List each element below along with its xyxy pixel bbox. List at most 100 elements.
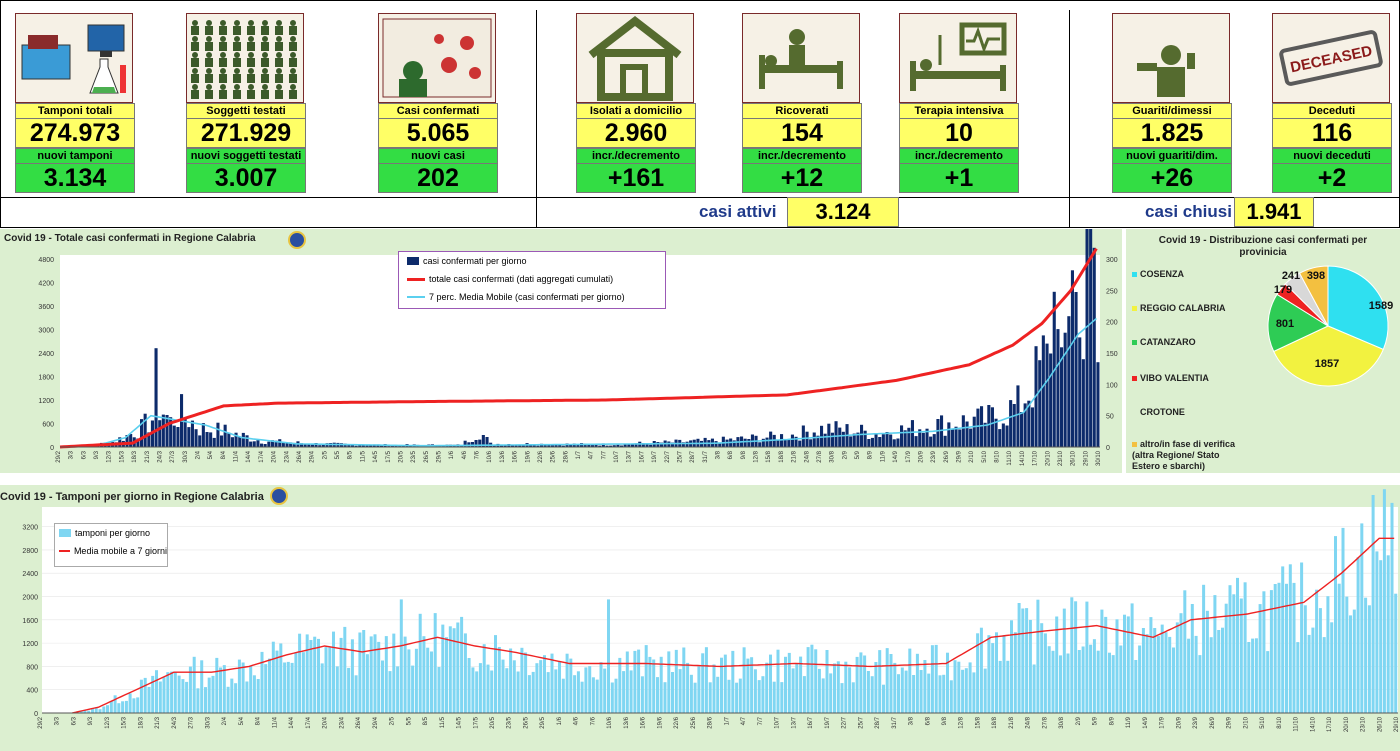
x-tick-label: 5/5 bbox=[406, 716, 412, 725]
daily-cases-bar bbox=[252, 441, 256, 447]
y-tick-label: 2400 bbox=[38, 351, 54, 358]
x-tick-label: 6/3 bbox=[71, 716, 77, 725]
x-tick-label: 26/10 bbox=[1071, 450, 1077, 466]
daily-tests-bar bbox=[663, 682, 667, 713]
x-tick-label: 3/8 bbox=[716, 450, 722, 459]
y-tick-label: 400 bbox=[26, 688, 38, 695]
daily-cases-bar bbox=[583, 443, 587, 447]
daily-tests-bar bbox=[478, 663, 482, 713]
x-tick-label: 25/7 bbox=[677, 450, 683, 462]
pie-legend-item: altro/in fase di verifica (altra Regione… bbox=[1132, 439, 1250, 472]
pie-legend-item: COSENZA bbox=[1132, 269, 1250, 280]
daily-cases-bar bbox=[900, 425, 904, 447]
daily-tests-bar bbox=[607, 599, 611, 713]
x-tick-label: 18/8 bbox=[992, 716, 998, 728]
x-tick-label: 26/10 bbox=[1377, 716, 1383, 732]
daily-cases-bar bbox=[1027, 400, 1031, 447]
daily-tests-bar bbox=[780, 682, 784, 713]
x-tick-label: 7/6 bbox=[475, 450, 481, 459]
daily-cases-bar bbox=[1005, 425, 1009, 447]
daily-cases-bar bbox=[274, 440, 278, 447]
daily-cases-bar bbox=[1001, 423, 1005, 447]
daily-tests-bar bbox=[1288, 564, 1292, 713]
daily-tests-bar bbox=[1232, 594, 1236, 713]
pie-value-label: 241 bbox=[1282, 270, 1300, 282]
daily-tests-bar bbox=[196, 688, 200, 713]
x-tick-label: 4/7 bbox=[589, 450, 595, 459]
daily-cases-bar bbox=[765, 437, 769, 447]
daily-tests-bar bbox=[520, 647, 524, 713]
daily-tests-bar bbox=[772, 681, 776, 713]
daily-cases-bar bbox=[1070, 270, 1074, 447]
daily-tests-bar bbox=[791, 668, 795, 713]
daily-tests-bar bbox=[139, 679, 143, 713]
daily-tests-bar bbox=[535, 663, 539, 713]
x-tick-label: 3/3 bbox=[55, 716, 61, 725]
daily-tests-bar bbox=[1198, 655, 1202, 713]
legend-swatch bbox=[1132, 340, 1137, 345]
daily-tests-bar bbox=[94, 707, 98, 713]
daily-tests-bar bbox=[897, 674, 901, 713]
daily-tests-bar bbox=[689, 674, 693, 713]
pie-value-label: 179 bbox=[1274, 284, 1292, 296]
daily-tests-bar bbox=[671, 672, 675, 713]
daily-cases-bar bbox=[616, 444, 620, 447]
daily-tests-bar bbox=[825, 650, 829, 713]
daily-tests-bar bbox=[595, 679, 599, 713]
daily-cases-bar bbox=[769, 431, 773, 447]
daily-tests-bar bbox=[252, 675, 256, 713]
daily-cases-bar bbox=[994, 418, 998, 447]
daily-cases-bar bbox=[223, 424, 227, 447]
x-tick-label: 12/3 bbox=[107, 450, 113, 462]
daily-cases-bar bbox=[925, 428, 929, 447]
y2-tick-label: 50 bbox=[1106, 414, 1114, 421]
x-tick-label: 24/3 bbox=[157, 450, 163, 462]
daily-tests-bar bbox=[505, 668, 509, 713]
x-tick-label: 20/9 bbox=[918, 450, 924, 462]
daily-tests-bar bbox=[893, 662, 897, 713]
daily-cases-bar bbox=[190, 420, 194, 447]
x-tick-label: 14/4 bbox=[289, 716, 295, 728]
daily-tests-bar bbox=[629, 670, 633, 713]
daily-tests-bar bbox=[1394, 593, 1398, 713]
daily-cases-bar bbox=[474, 440, 478, 447]
x-tick-label: 2/10 bbox=[1243, 716, 1249, 728]
daily-tests-bar bbox=[1251, 638, 1255, 713]
daily-tests-bar bbox=[1273, 584, 1277, 713]
daily-tests-bar bbox=[328, 647, 332, 713]
x-tick-label: 14/10 bbox=[1310, 716, 1316, 732]
daily-tests-bar bbox=[1356, 557, 1360, 713]
tile-delta-value: 3.007 bbox=[186, 164, 306, 193]
x-tick-label: 23/4 bbox=[284, 450, 290, 462]
daily-cases-bar bbox=[743, 438, 747, 447]
daily-tests-bar bbox=[166, 672, 170, 713]
legend-tests: tamponi per giorno bbox=[75, 528, 151, 538]
daily-cases-bar bbox=[623, 443, 627, 447]
daily-tests-bar bbox=[124, 700, 128, 713]
x-tick-label: 20/4 bbox=[323, 716, 329, 728]
x-tick-label: 21/3 bbox=[155, 716, 161, 728]
x-tick-label: 21/3 bbox=[145, 450, 151, 462]
daily-cases-bar bbox=[645, 443, 649, 447]
daily-tests-bar bbox=[866, 671, 870, 713]
tile-delta-value: 202 bbox=[378, 164, 498, 193]
daily-tests-bar bbox=[305, 634, 309, 713]
daily-tests-bar bbox=[516, 671, 520, 713]
pie-legend-item: REGGIO CALABRIA bbox=[1132, 303, 1250, 314]
x-tick-label: 28/6 bbox=[563, 450, 569, 462]
daily-tests-bar bbox=[1175, 622, 1179, 713]
daily-tests-bar bbox=[1307, 634, 1311, 713]
daily-tests-bar bbox=[1345, 596, 1349, 713]
summary-tile: Ricoverati 154 incr./decremento +12 bbox=[742, 13, 862, 193]
x-tick-label: 1/7 bbox=[724, 716, 730, 725]
daily-tests-bar bbox=[106, 705, 110, 713]
daily-cases-bar bbox=[809, 439, 813, 447]
x-tick-label: 11/4 bbox=[234, 450, 240, 462]
daily-cases-bar bbox=[321, 444, 325, 447]
daily-tests-bar bbox=[588, 666, 592, 713]
x-tick-label: 11/5 bbox=[440, 716, 446, 728]
daily-cases-bar bbox=[347, 444, 351, 447]
daily-cases-bar bbox=[801, 425, 805, 447]
daily-cases-bar bbox=[910, 420, 914, 447]
daily-tests-bar bbox=[1070, 597, 1074, 713]
